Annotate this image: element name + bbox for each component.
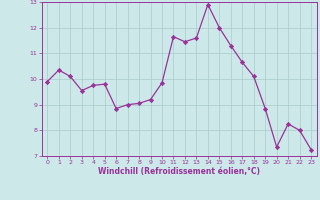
X-axis label: Windchill (Refroidissement éolien,°C): Windchill (Refroidissement éolien,°C) [98, 167, 260, 176]
